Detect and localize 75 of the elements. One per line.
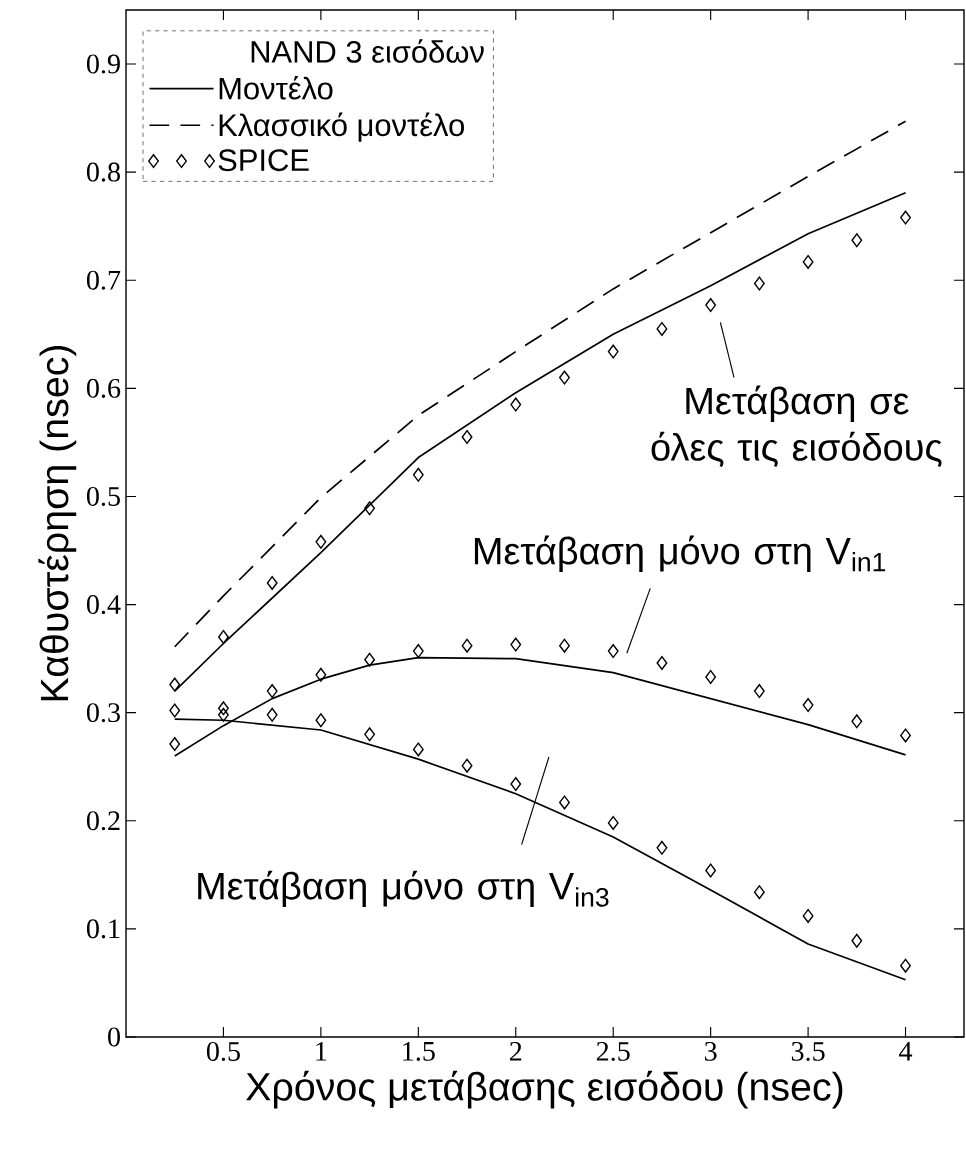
y-tick-label: 0.1 bbox=[86, 919, 120, 939]
y-tick-label: 0.3 bbox=[86, 703, 120, 723]
legend-label: SPICE bbox=[218, 149, 309, 172]
point bbox=[169, 703, 181, 718]
annotation: Μετάβαση σε όλες τις εισόδους bbox=[651, 385, 942, 467]
point bbox=[900, 728, 911, 743]
point bbox=[315, 667, 327, 682]
point bbox=[607, 815, 619, 830]
point bbox=[753, 684, 765, 699]
point bbox=[461, 638, 473, 653]
x-tick-label: 3.5 bbox=[791, 1041, 825, 1061]
x-tick-label: 1.5 bbox=[403, 1041, 435, 1061]
point bbox=[705, 298, 717, 313]
y-tick-label: 0.5 bbox=[86, 486, 120, 507]
point bbox=[217, 629, 229, 645]
y-tick-label: 0.8 bbox=[86, 162, 120, 182]
point bbox=[753, 276, 765, 291]
point bbox=[315, 534, 327, 549]
point bbox=[607, 644, 619, 659]
point bbox=[510, 777, 522, 792]
y-tick-label: 0.9 bbox=[86, 54, 120, 74]
x-tick-label: 3 bbox=[704, 1041, 717, 1061]
point bbox=[364, 652, 376, 667]
point bbox=[217, 707, 229, 722]
point bbox=[656, 655, 668, 670]
legend-title: NAND 3 εισόδων bbox=[251, 39, 484, 63]
point bbox=[802, 908, 814, 923]
point bbox=[851, 233, 863, 248]
y-tick-label: 0.2 bbox=[86, 811, 120, 831]
point bbox=[510, 397, 522, 412]
y-tick-label: 0.4 bbox=[86, 595, 121, 615]
point bbox=[656, 840, 668, 855]
point bbox=[217, 701, 229, 716]
point bbox=[315, 713, 327, 728]
point bbox=[851, 714, 863, 729]
point bbox=[266, 575, 278, 590]
point bbox=[705, 863, 717, 878]
point bbox=[656, 321, 668, 336]
point bbox=[412, 467, 424, 482]
x-tick-label: 2.5 bbox=[596, 1041, 630, 1061]
point bbox=[266, 707, 278, 722]
x-tick-label: 2 bbox=[509, 1041, 522, 1061]
y-tick-label: 0.6 bbox=[86, 378, 121, 398]
annotation: Μετάβαση μόνο στη V$_{in3}$ bbox=[198, 870, 609, 908]
annotation: Μετάβαση μόνο στη V$_{in1}$ bbox=[474, 535, 886, 572]
x-tick-label: 1 bbox=[316, 1041, 327, 1061]
point bbox=[753, 885, 765, 900]
x-tick-label: 0.5 bbox=[206, 1041, 240, 1062]
y-tick-label: 0 bbox=[108, 1027, 120, 1047]
legend-label: Μοντέλο bbox=[219, 75, 333, 100]
point bbox=[559, 795, 570, 810]
point bbox=[412, 742, 424, 757]
point bbox=[461, 758, 473, 773]
x-axis-title: Χρόνος μετάβασης εισόδου (nsec) bbox=[246, 1070, 843, 1109]
point bbox=[607, 344, 619, 359]
point bbox=[510, 637, 522, 652]
y-tick-label: 0.7 bbox=[86, 270, 121, 290]
point bbox=[169, 736, 181, 752]
point bbox=[559, 638, 570, 653]
point bbox=[364, 501, 376, 516]
legend-label: Κλασσικό μοντέλο bbox=[219, 112, 464, 142]
point bbox=[900, 958, 911, 973]
point bbox=[169, 677, 181, 692]
point bbox=[412, 644, 424, 659]
point bbox=[705, 669, 717, 685]
point bbox=[802, 698, 814, 713]
point bbox=[461, 429, 473, 445]
point bbox=[802, 254, 814, 269]
point bbox=[900, 210, 911, 225]
y-axis-title: Καθυστέρηση (nsec) bbox=[38, 345, 77, 701]
point bbox=[559, 370, 570, 385]
point bbox=[266, 684, 278, 699]
point bbox=[364, 727, 376, 742]
x-tick-label: 4 bbox=[899, 1041, 913, 1061]
point bbox=[851, 933, 863, 948]
